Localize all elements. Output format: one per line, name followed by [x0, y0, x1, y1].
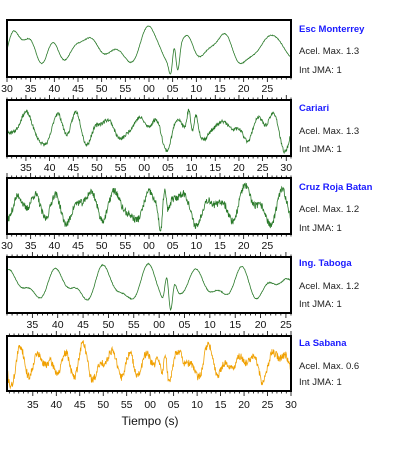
x-tick-label: 45	[77, 319, 89, 331]
jma-intensity: Int JMA: 1	[299, 223, 342, 234]
x-tick-label: 35	[27, 319, 39, 331]
x-tick-label: 05	[179, 319, 191, 331]
x-tick-label: 25	[280, 319, 292, 331]
station-name: Esc Monterrey	[299, 24, 365, 35]
x-tick-label: 10	[191, 399, 203, 411]
waveform-line	[6, 108, 292, 155]
x-tick-label: 40	[52, 319, 64, 331]
jma-intensity: Int JMA: 1	[299, 299, 342, 310]
x-tick-label: 05	[162, 162, 174, 174]
waveform-line	[6, 340, 292, 390]
x-tick-label: 30	[1, 240, 13, 252]
x-tick-label: 00	[138, 162, 150, 174]
station-name: Ing. Taboga	[299, 258, 352, 269]
x-tick-label: 15	[229, 319, 241, 331]
x-tick-label: 20	[238, 240, 250, 252]
waveform-line	[6, 262, 292, 312]
x-tick-label: 55	[119, 83, 131, 95]
x-tick-label: 35	[25, 83, 37, 95]
x-tick-label: 55	[128, 319, 140, 331]
jma-intensity: Int JMA: 1	[299, 377, 342, 388]
x-tick-label: 00	[143, 240, 155, 252]
x-tick-label: 50	[96, 240, 108, 252]
max-acceleration: Acel. Max. 1.3	[299, 126, 360, 137]
x-tick-label: 50	[103, 319, 115, 331]
x-tick-label: 10	[204, 319, 216, 331]
x-tick-label: 20	[233, 162, 245, 174]
station-name: Cruz Roja Batan	[299, 182, 373, 193]
x-tick-label: 55	[119, 240, 131, 252]
x-tick-label: 40	[50, 399, 62, 411]
panel-3: 35 40 45 50 55 00 05 10 15 20 25	[6, 252, 292, 331]
x-tick-label: 25	[261, 240, 273, 252]
x-tick-label: 05	[167, 240, 179, 252]
x-tick-label: 15	[214, 240, 226, 252]
max-acceleration: Acel. Max. 1.2	[299, 281, 360, 292]
x-tick-label: 45	[72, 240, 84, 252]
x-tick-label: 20	[238, 83, 250, 95]
x-tick-label: 45	[72, 83, 84, 95]
x-tick-label: 45	[74, 399, 86, 411]
waveform-line	[6, 25, 292, 75]
x-tick-label: 20	[238, 399, 250, 411]
jma-intensity: Int JMA: 1	[299, 65, 342, 76]
x-tick-label: 00	[153, 319, 165, 331]
panel-4: 35 40 45 50 55 00 05 10 15 20 25 30	[6, 331, 297, 411]
x-tick-label: 20	[255, 319, 267, 331]
x-tick-label: 50	[91, 162, 103, 174]
x-tick-label: 30	[280, 162, 292, 174]
max-acceleration: Acel. Max. 1.2	[299, 204, 360, 215]
x-tick-label: 35	[25, 240, 37, 252]
x-tick-label: 15	[209, 162, 221, 174]
x-tick-label: 10	[190, 240, 202, 252]
x-tick-label: 40	[44, 162, 56, 174]
x-tick-label: 50	[97, 399, 109, 411]
waveform-line	[6, 182, 292, 232]
x-tick-label: 05	[167, 83, 179, 95]
x-tick-label: 00	[143, 83, 155, 95]
x-tick-label: 05	[168, 399, 180, 411]
x-tick-label: 55	[115, 162, 127, 174]
x-tick-label: 40	[48, 240, 60, 252]
x-tick-label: 30	[1, 83, 13, 95]
x-tick-label: 45	[67, 162, 79, 174]
panel-frame	[6, 19, 292, 78]
x-tick-label: 15	[214, 83, 226, 95]
panel-frame	[6, 256, 292, 314]
panel-frame	[6, 99, 292, 157]
x-tick-label: 10	[190, 83, 202, 95]
panel-frame	[6, 335, 292, 392]
station-name: Cariari	[299, 103, 330, 114]
x-tick-label: 00	[144, 399, 156, 411]
panel-2: 30 35 40 45 50 55 00 05 10 15 20 25	[1, 173, 292, 252]
x-tick-label: 30	[285, 399, 297, 411]
x-tick-label: 40	[48, 83, 60, 95]
x-tick-label: 25	[257, 162, 269, 174]
panel-1: 35 40 45 50 55 00 05 10 15 20 25 30	[6, 95, 292, 174]
x-tick-label: 25	[262, 399, 274, 411]
x-axis-label: Tiempo (s)	[121, 414, 179, 428]
station-name: La Sabana	[299, 338, 347, 349]
max-acceleration: Acel. Max. 1.3	[299, 46, 360, 57]
x-tick-label: 35	[27, 399, 39, 411]
x-tick-label: 25	[261, 83, 273, 95]
panel-0: 30 35 40 45 50 55 00 05 10 15 20 25	[1, 19, 292, 95]
max-acceleration: Acel. Max. 0.6	[299, 361, 360, 372]
x-tick-label: 35	[20, 162, 32, 174]
x-tick-label: 50	[96, 83, 108, 95]
x-tick-label: 55	[121, 399, 133, 411]
x-tick-label: 10	[186, 162, 198, 174]
jma-intensity: Int JMA: 1	[299, 144, 342, 155]
x-tick-label: 15	[215, 399, 227, 411]
